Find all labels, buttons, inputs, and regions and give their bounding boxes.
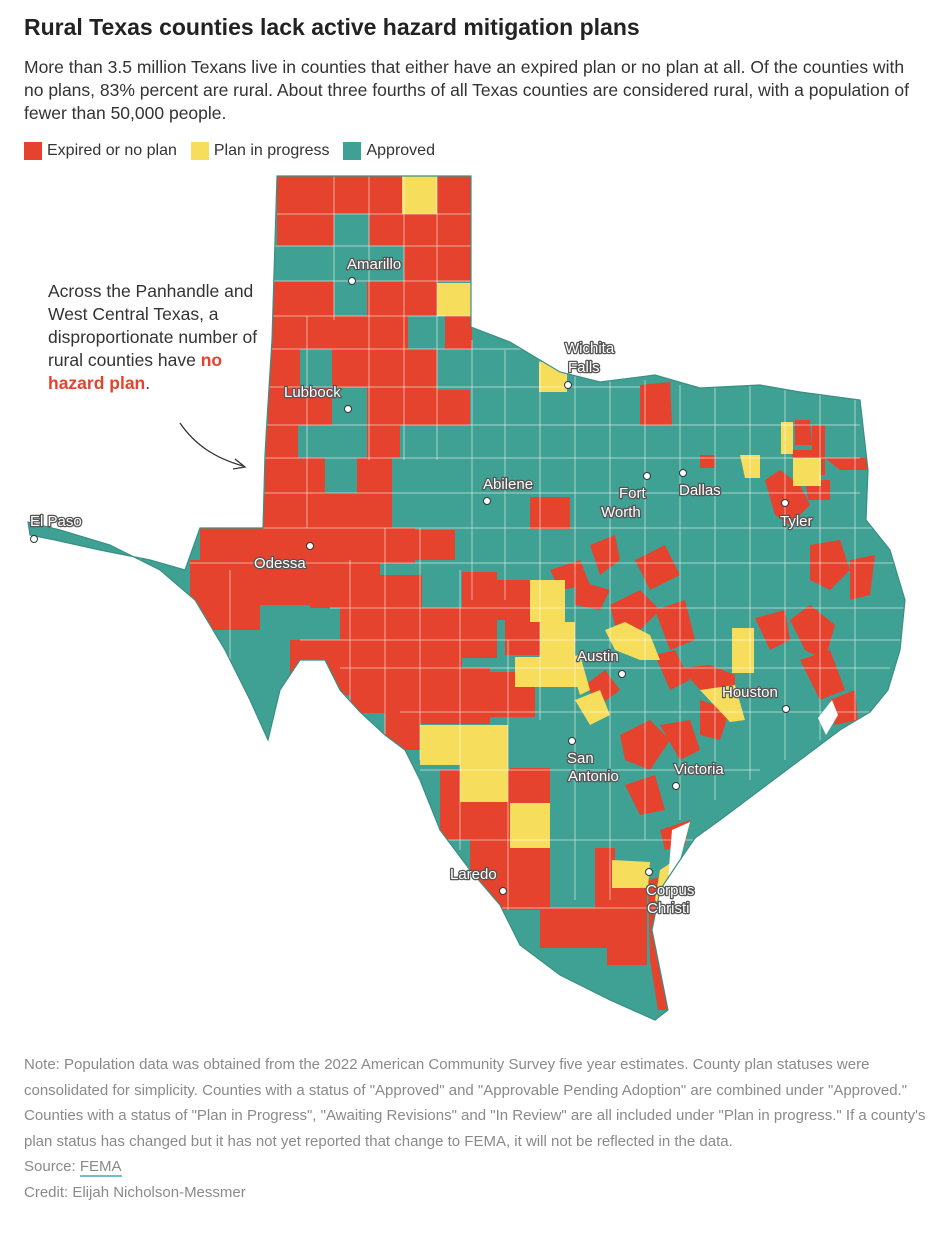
chart-title: Rural Texas counties lack active hazard … bbox=[24, 14, 640, 40]
legend-label: Approved bbox=[366, 142, 435, 159]
city-label-antonio: Antonio bbox=[568, 768, 619, 785]
annotation-arrowhead bbox=[232, 458, 247, 470]
annotation-period: . bbox=[145, 373, 151, 393]
map-annotation: Across the Panhandle and West Central Te… bbox=[48, 280, 278, 395]
city-dot-laredo bbox=[499, 887, 507, 895]
source-link-fema[interactable]: FEMA bbox=[79, 1158, 122, 1177]
city-label-amarillo: Amarillo bbox=[347, 256, 401, 273]
city-label-wichita: Wichita bbox=[565, 340, 615, 357]
city-dot-lubbock bbox=[344, 405, 352, 413]
city-label-austin: Austin bbox=[577, 648, 619, 665]
credit-line: Credit: Elijah Nicholson-Messmer bbox=[24, 1183, 246, 1201]
city-labels: Amarillo Lubbock Wichita Falls Abilene F… bbox=[29, 255, 814, 919]
city-label-worth: Worth bbox=[601, 504, 641, 521]
city-label-odessa: Odessa bbox=[254, 555, 306, 572]
city-dot-fort-worth bbox=[643, 472, 651, 480]
county-boundaries bbox=[139, 176, 905, 910]
texas-county-map: Amarillo Lubbock Wichita Falls Abilene F… bbox=[27, 175, 906, 1021]
city-label-laredo: Laredo bbox=[450, 866, 497, 883]
city-dot-san-antonio bbox=[568, 737, 576, 745]
city-label-tyler: Tyler bbox=[780, 513, 813, 530]
city-dot-austin bbox=[618, 670, 626, 678]
legend-swatch-yellow bbox=[190, 142, 209, 160]
city-dot-victoria bbox=[672, 782, 680, 790]
city-dot-tyler bbox=[781, 499, 789, 507]
footnotes: Note: Population data was obtained from … bbox=[24, 1052, 929, 1205]
legend: Expired or no plan Plan in progress Appr… bbox=[24, 142, 449, 160]
city-label-falls: Falls bbox=[568, 359, 600, 376]
annotation-highlight: no hazard plan bbox=[48, 350, 223, 393]
city-label-el-paso: El Paso bbox=[30, 513, 82, 530]
texas-outline bbox=[27, 175, 906, 1021]
city-label-fort: Fort bbox=[619, 485, 647, 502]
annotation-arrow bbox=[179, 422, 244, 467]
legend-label: Plan in progress bbox=[213, 142, 330, 159]
city-label-houston: Houston bbox=[722, 684, 778, 701]
city-dot-dallas bbox=[679, 469, 687, 477]
city-dot-corpus-christi bbox=[645, 868, 653, 876]
city-label-dallas: Dallas bbox=[679, 482, 721, 499]
city-label-lubbock: Lubbock bbox=[284, 384, 341, 401]
city-dot-amarillo bbox=[348, 277, 356, 285]
city-dots bbox=[30, 277, 790, 895]
legend-item-approved: Approved bbox=[343, 142, 435, 160]
city-dot-abilene bbox=[483, 497, 491, 505]
city-label-san: San bbox=[567, 750, 594, 767]
city-dot-houston bbox=[782, 705, 790, 713]
in-progress-counties bbox=[402, 176, 821, 905]
legend-swatch-teal bbox=[343, 142, 362, 160]
annotation-text: Across the Panhandle and West Central Te… bbox=[48, 281, 258, 370]
chart-subtitle: More than 3.5 million Texans live in cou… bbox=[24, 57, 909, 123]
city-label-abilene: Abilene bbox=[483, 476, 533, 493]
city-label-victoria: Victoria bbox=[674, 761, 724, 778]
source-label: Source: bbox=[24, 1158, 76, 1175]
city-label-corpus: Corpus bbox=[646, 882, 694, 899]
note-text: Note: Population data was obtained from … bbox=[24, 1056, 926, 1150]
legend-swatch-red bbox=[24, 142, 42, 160]
legend-label: Expired or no plan bbox=[47, 142, 177, 159]
source-line: Source: FEMA bbox=[24, 1154, 929, 1180]
city-dot-odessa bbox=[306, 542, 314, 550]
city-dot-wichita-falls bbox=[564, 381, 572, 389]
legend-item-expired: Expired or no plan bbox=[24, 142, 177, 160]
city-label-christi: Christi bbox=[647, 900, 690, 917]
legend-item-in-progress: Plan in progress bbox=[190, 142, 330, 160]
city-dot-el-paso bbox=[30, 535, 38, 543]
